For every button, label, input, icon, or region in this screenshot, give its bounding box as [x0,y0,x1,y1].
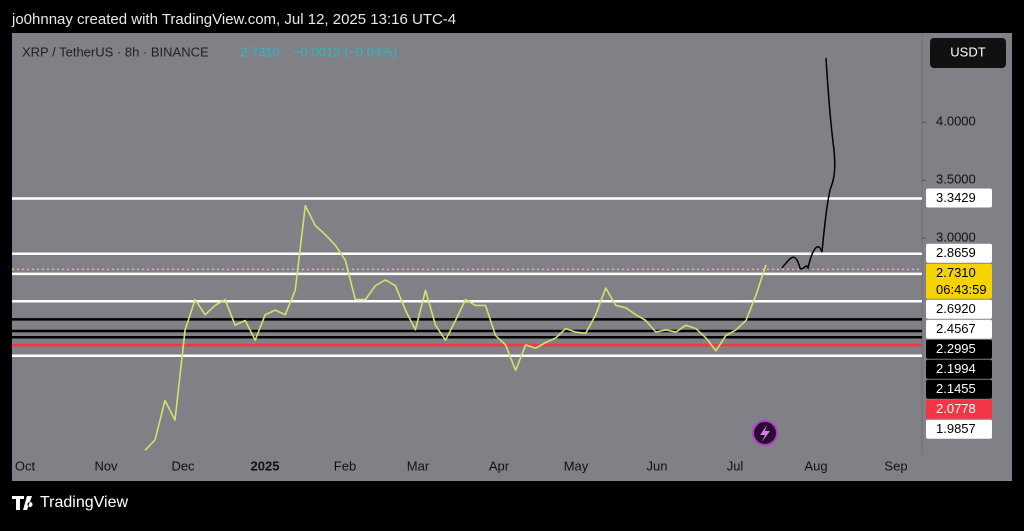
x-tick-label: Feb [334,458,356,473]
price-label: 1.9857 [936,421,976,436]
footer-brand: TradingView [40,494,128,511]
currency-button[interactable] [930,38,1006,68]
price-label-box [926,243,992,263]
x-tick-label: Jul [727,458,744,473]
price-label-box [926,263,992,299]
price-label-box [926,399,992,419]
price-label: 2.0778 [936,401,976,416]
price-label-box [926,319,992,339]
x-tick-label: Mar [407,458,430,473]
change: −0.0012 (−0.04%) [293,44,397,59]
author-line: jo0hnnay created with TradingView.com, J… [11,11,456,28]
y-tick-label: 3.0000 [936,230,976,245]
x-tick-label: Jun [647,458,668,473]
lightning [760,425,770,442]
price-label-box [926,339,992,359]
price-label: 2.1994 [936,361,976,376]
x-tick-label: Nov [94,458,118,473]
y-tick-label: 3.5000 [936,172,976,187]
plot-area [12,33,922,455]
price-line [144,204,767,451]
currency: USDT [950,44,985,59]
price: 2.7310 [240,44,280,59]
time-axis [12,455,1012,481]
x-tick-label: Aug [804,458,827,473]
price-label-box [926,359,992,379]
logo [12,496,33,510]
symbol: XRP / TetherUS · 8h · BINANCE [22,44,209,59]
price-label-box [926,299,992,319]
price-label: 2.2995 [936,341,976,356]
price-label: 2.4567 [936,321,976,336]
x-tick-label: Sep [884,458,907,473]
x-tick-label: Apr [489,458,510,473]
x-tick-label: 2025 [251,458,280,473]
price-label: 2.7310 [936,265,976,280]
price-label: 2.6920 [936,301,976,316]
y-tick-label: 4.0000 [936,114,976,129]
countdown: 06:43:59 [936,282,987,297]
price-label-box [926,419,992,439]
x-tick-label: Dec [171,458,195,473]
hand-drawn-projection [781,57,836,271]
price-label-box [926,379,992,399]
x-tick-label: Oct [15,458,36,473]
price-label: 2.8659 [936,245,976,260]
price-label: 2.1455 [936,381,976,396]
price-label-box [926,188,992,208]
x-tick-label: May [564,458,589,473]
price-label: 3.3429 [936,190,976,205]
